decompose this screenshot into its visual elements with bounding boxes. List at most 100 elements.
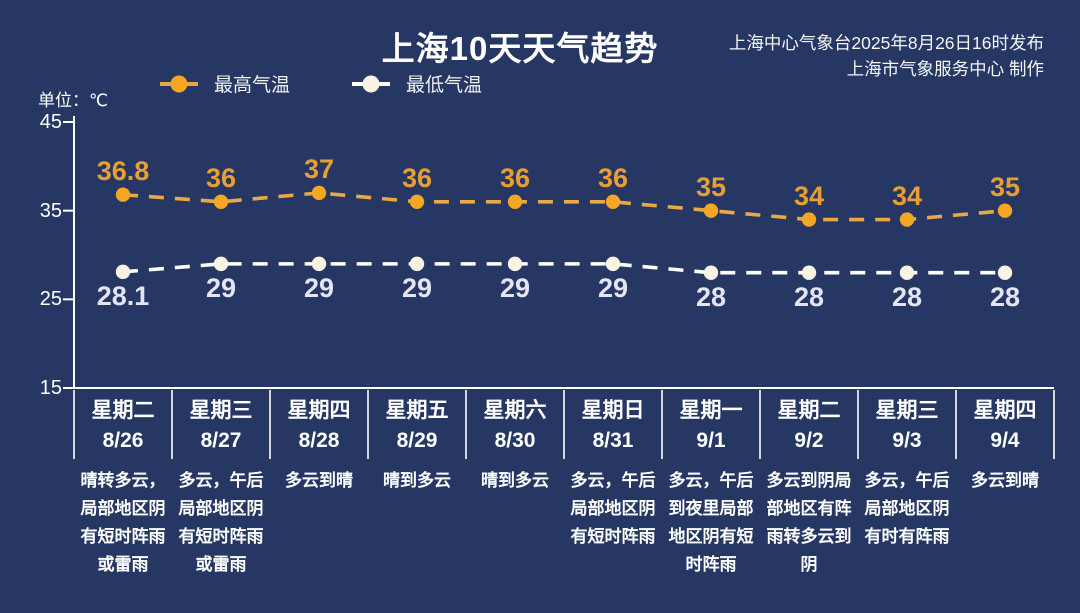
low-temp-value: 29: [303, 272, 335, 303]
high-temp-point: [605, 194, 621, 209]
date-label: 9/4: [990, 429, 1020, 452]
low-temp-value: 28: [793, 281, 825, 312]
low-temp-value: 29: [205, 272, 237, 303]
low-temp-point: [213, 256, 229, 272]
low-temp-point: [507, 256, 523, 272]
legend-item-high-temp: 最高气温: [160, 70, 290, 97]
y-tick-label: 35: [39, 199, 62, 222]
legend: 最高气温 最低气温: [160, 70, 482, 97]
low-temp-value: 29: [597, 272, 629, 303]
date-label: 9/2: [794, 429, 824, 452]
high-temp-value: 35: [695, 171, 727, 202]
date-label: 8/30: [494, 429, 536, 452]
high-temp-value: 34: [793, 180, 825, 211]
high-temp-point: [213, 194, 229, 209]
legend-label-low: 最低气温: [406, 75, 483, 96]
weekday-label: 星期一: [679, 399, 743, 422]
low-temp-value: 28: [891, 281, 923, 312]
low-temp-point: [311, 256, 327, 272]
weather-description: 晴转多云，局部地区阴有短时阵雨或雷雨: [80, 471, 166, 574]
y-tick-label: 15: [39, 377, 62, 399]
high-temp-value: 37: [303, 153, 335, 184]
low-temp-point: [801, 265, 817, 280]
day-column: 星期三 8/27 多云，午后局部地区阴有短时阵雨或雷雨: [172, 396, 270, 579]
weekday-label: 星期二: [91, 399, 155, 422]
weekday-label: 星期三: [189, 399, 253, 422]
low-temp-value: 28.1: [96, 280, 150, 311]
weather-description: 多云到阴局部地区有阵雨转多云到阴: [766, 471, 852, 574]
day-column: 星期二 8/26 晴转多云，局部地区阴有短时阵雨或雷雨: [74, 396, 172, 579]
high-temp-point: [409, 194, 425, 209]
high-temp-point: [997, 203, 1013, 218]
page-title: 上海10天天气趋势: [381, 30, 659, 67]
day-column: 星期四 8/28 多云到晴: [270, 396, 368, 495]
weather-description: 多云，午后局部地区阴有短时阵雨: [570, 471, 656, 546]
high-temp-point: [115, 187, 131, 202]
low-temp-point: [409, 256, 425, 272]
weather-description: 多云，午后局部地区阴有时有阵雨: [864, 471, 950, 546]
low-temp-value: 29: [401, 272, 433, 303]
high-temp-value: 36: [499, 162, 531, 193]
day-column: 星期日 8/31 多云，午后局部地区阴有短时阵雨: [564, 396, 662, 551]
day-column: 星期二 9/2 多云到阴局部地区有阵雨转多云到阴: [760, 396, 858, 579]
date-label: 8/28: [298, 429, 340, 452]
date-label: 9/3: [892, 429, 922, 452]
source-line-issued: 上海中心气象台2025年8月26日16时发布: [728, 33, 1044, 53]
weekday-label: 星期六: [483, 399, 547, 422]
low-temp-point: [997, 265, 1013, 280]
y-tick-label: 45: [39, 111, 62, 133]
date-label: 9/1: [696, 429, 726, 452]
day-column: 星期四 9/4 多云到晴: [956, 396, 1054, 495]
day-column: 星期一 9/1 多云，午后到夜里局部地区阴有短时阵雨: [662, 396, 760, 579]
high-temp-value: 35: [989, 171, 1021, 202]
source-line-producer: 上海市气象服务中心 制作: [846, 59, 1044, 79]
weekday-label: 星期四: [973, 399, 1037, 422]
low-temp-point: [115, 264, 131, 280]
unit-label: 单位：℃: [38, 91, 109, 110]
weather-description: 多云到晴: [285, 471, 353, 490]
high-temp-line: [122, 191, 1006, 222]
weekday-label: 星期二: [777, 399, 841, 422]
weather-description: 多云到晴: [971, 471, 1039, 490]
low-temp-value: 28: [989, 281, 1021, 312]
legend-label-high: 最高气温: [214, 75, 291, 96]
date-label: 8/26: [102, 429, 144, 452]
day-column: 星期五 8/29 晴到多云: [368, 396, 466, 495]
day-column: 星期六 8/30 晴到多云: [466, 396, 564, 495]
high-temp-point: [801, 212, 817, 227]
weekday-label: 星期五: [385, 399, 449, 422]
low-temp-point: [605, 256, 621, 272]
low-temp-legend-marker-icon: [352, 75, 391, 92]
weekday-label: 星期三: [875, 399, 939, 422]
low-temp-line: [122, 262, 1005, 275]
high-temp-point: [703, 203, 719, 218]
high-temp-value: 36: [205, 162, 237, 193]
date-label: 8/27: [200, 429, 242, 452]
source-info: 上海中心气象台2025年8月26日16时发布 上海市气象服务中心 制作: [729, 30, 1044, 82]
date-label: 8/31: [592, 429, 634, 452]
legend-item-low-temp: 最低气温: [352, 70, 482, 97]
weather-description: 多云，午后局部地区阴有短时阵雨或雷雨: [178, 471, 264, 574]
weather-description: 晴到多云: [383, 471, 451, 490]
day-column: 星期三 9/3 多云，午后局部地区阴有时有阵雨: [858, 396, 956, 551]
high-temp-value: 34: [891, 180, 923, 211]
date-label: 8/29: [396, 429, 438, 452]
high-temp-value: 36.8: [96, 155, 150, 186]
weather-description: 晴到多云: [481, 471, 549, 490]
weekday-label: 星期日: [581, 399, 645, 422]
y-tick-label: 25: [39, 288, 62, 311]
low-temp-dot-icon: [362, 75, 380, 92]
weather-description: 多云，午后到夜里局部地区阴有短时阵雨: [668, 471, 754, 574]
high-temp-dot-icon: [170, 75, 188, 92]
high-temp-value: 36: [401, 162, 433, 193]
high-temp-legend-marker-icon: [160, 75, 198, 92]
low-temp-value: 29: [499, 272, 531, 303]
low-temp-point: [899, 265, 915, 280]
low-temp-point: [703, 265, 719, 280]
weekday-label: 星期四: [287, 399, 351, 422]
high-temp-value: 36: [597, 162, 629, 193]
high-temp-point: [507, 194, 523, 209]
high-temp-point: [899, 212, 915, 227]
